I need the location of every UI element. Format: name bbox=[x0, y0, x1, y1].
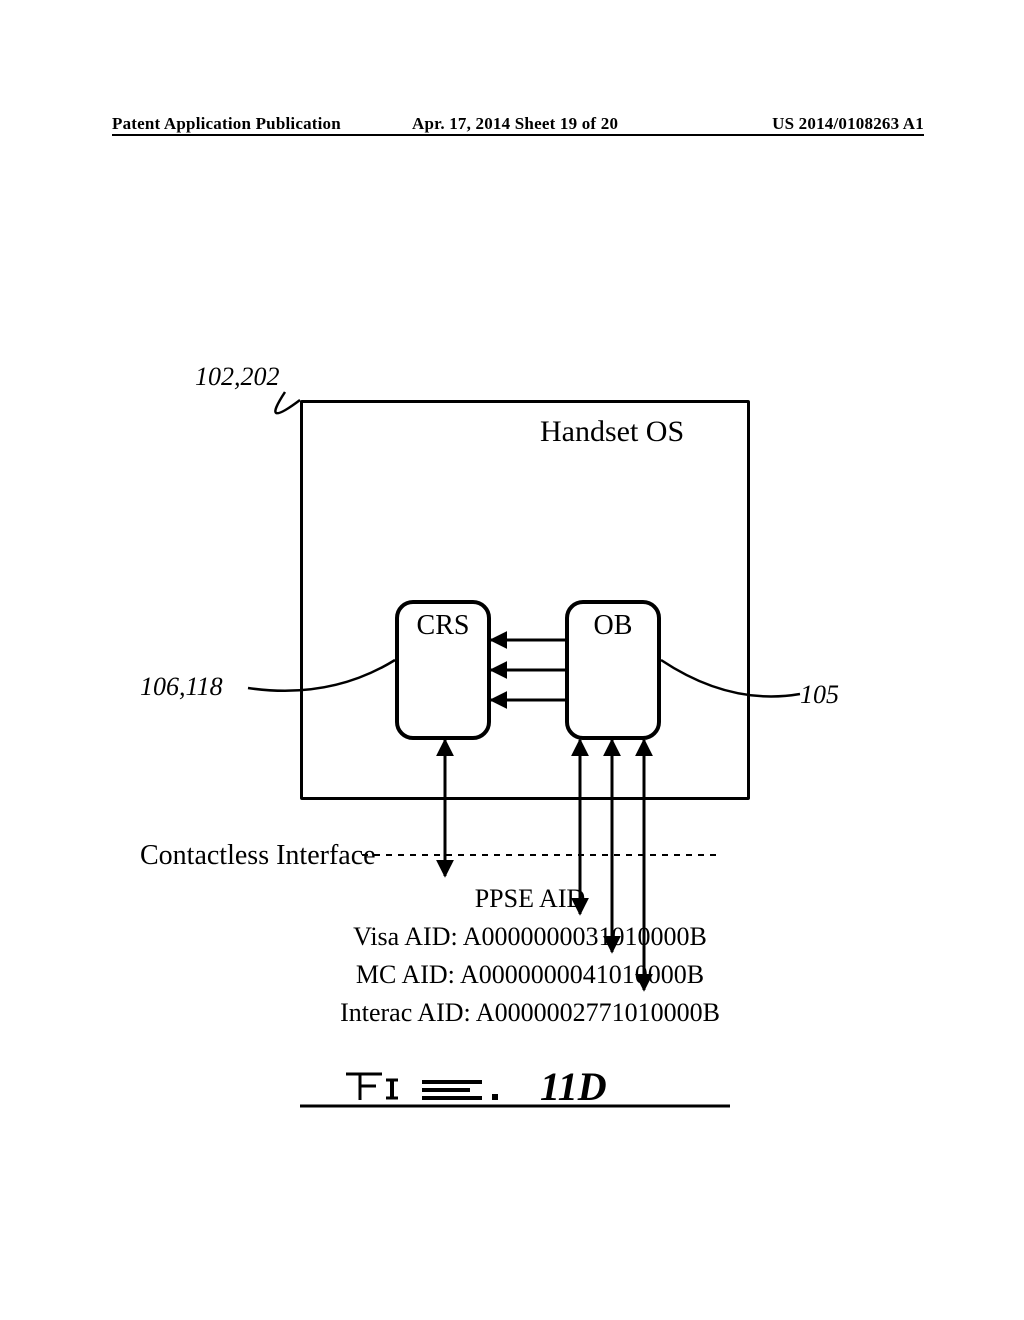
ref-102-202: 102,202 bbox=[195, 362, 280, 392]
aid-list: PPSE AID Visa AID: A0000000031010000B MC… bbox=[340, 880, 720, 1032]
aid-mc: MC AID: A0000000041010000B bbox=[340, 956, 720, 994]
figure-diagram: Handset OS CRS OB 102,202 106,118 105 Co… bbox=[0, 0, 1024, 1320]
ob-node: OB bbox=[565, 600, 661, 740]
ref-105: 105 bbox=[800, 680, 839, 710]
callout-102-202 bbox=[275, 392, 300, 413]
handset-os-label: Handset OS bbox=[540, 415, 684, 449]
crs-node: CRS bbox=[395, 600, 491, 740]
figure-caption: 11D bbox=[300, 1064, 730, 1109]
aid-ppse: PPSE AID bbox=[340, 880, 720, 918]
ref-106-118: 106,118 bbox=[140, 672, 223, 702]
aid-interac: Interac AID: A0000002771010000B bbox=[340, 994, 720, 1032]
figure-number: 11D bbox=[540, 1064, 607, 1109]
handset-os-box bbox=[300, 400, 750, 800]
aid-visa: Visa AID: A0000000031010000B bbox=[340, 918, 720, 956]
page: Patent Application Publication Apr. 17, … bbox=[0, 0, 1024, 1320]
contactless-interface-label: Contactless Interface bbox=[140, 840, 376, 872]
